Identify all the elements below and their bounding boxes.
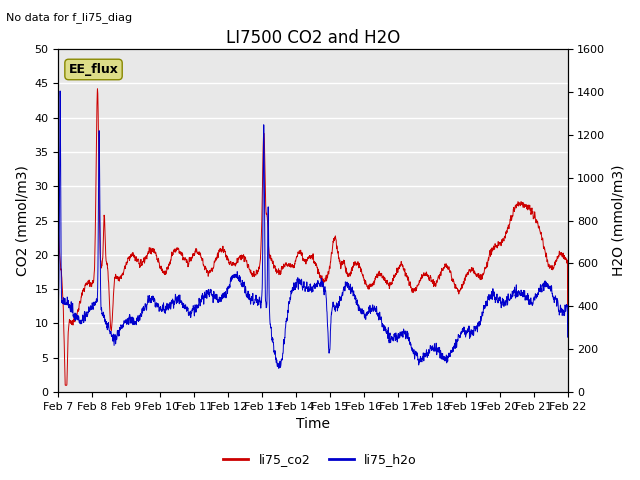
- Text: No data for f_li75_diag: No data for f_li75_diag: [6, 12, 132, 23]
- Title: LI7500 CO2 and H2O: LI7500 CO2 and H2O: [226, 29, 400, 48]
- Y-axis label: H2O (mmol/m3): H2O (mmol/m3): [611, 165, 625, 276]
- X-axis label: Time: Time: [296, 418, 330, 432]
- Text: EE_flux: EE_flux: [68, 63, 118, 76]
- Legend: li75_co2, li75_h2o: li75_co2, li75_h2o: [218, 448, 422, 471]
- Y-axis label: CO2 (mmol/m3): CO2 (mmol/m3): [15, 165, 29, 276]
